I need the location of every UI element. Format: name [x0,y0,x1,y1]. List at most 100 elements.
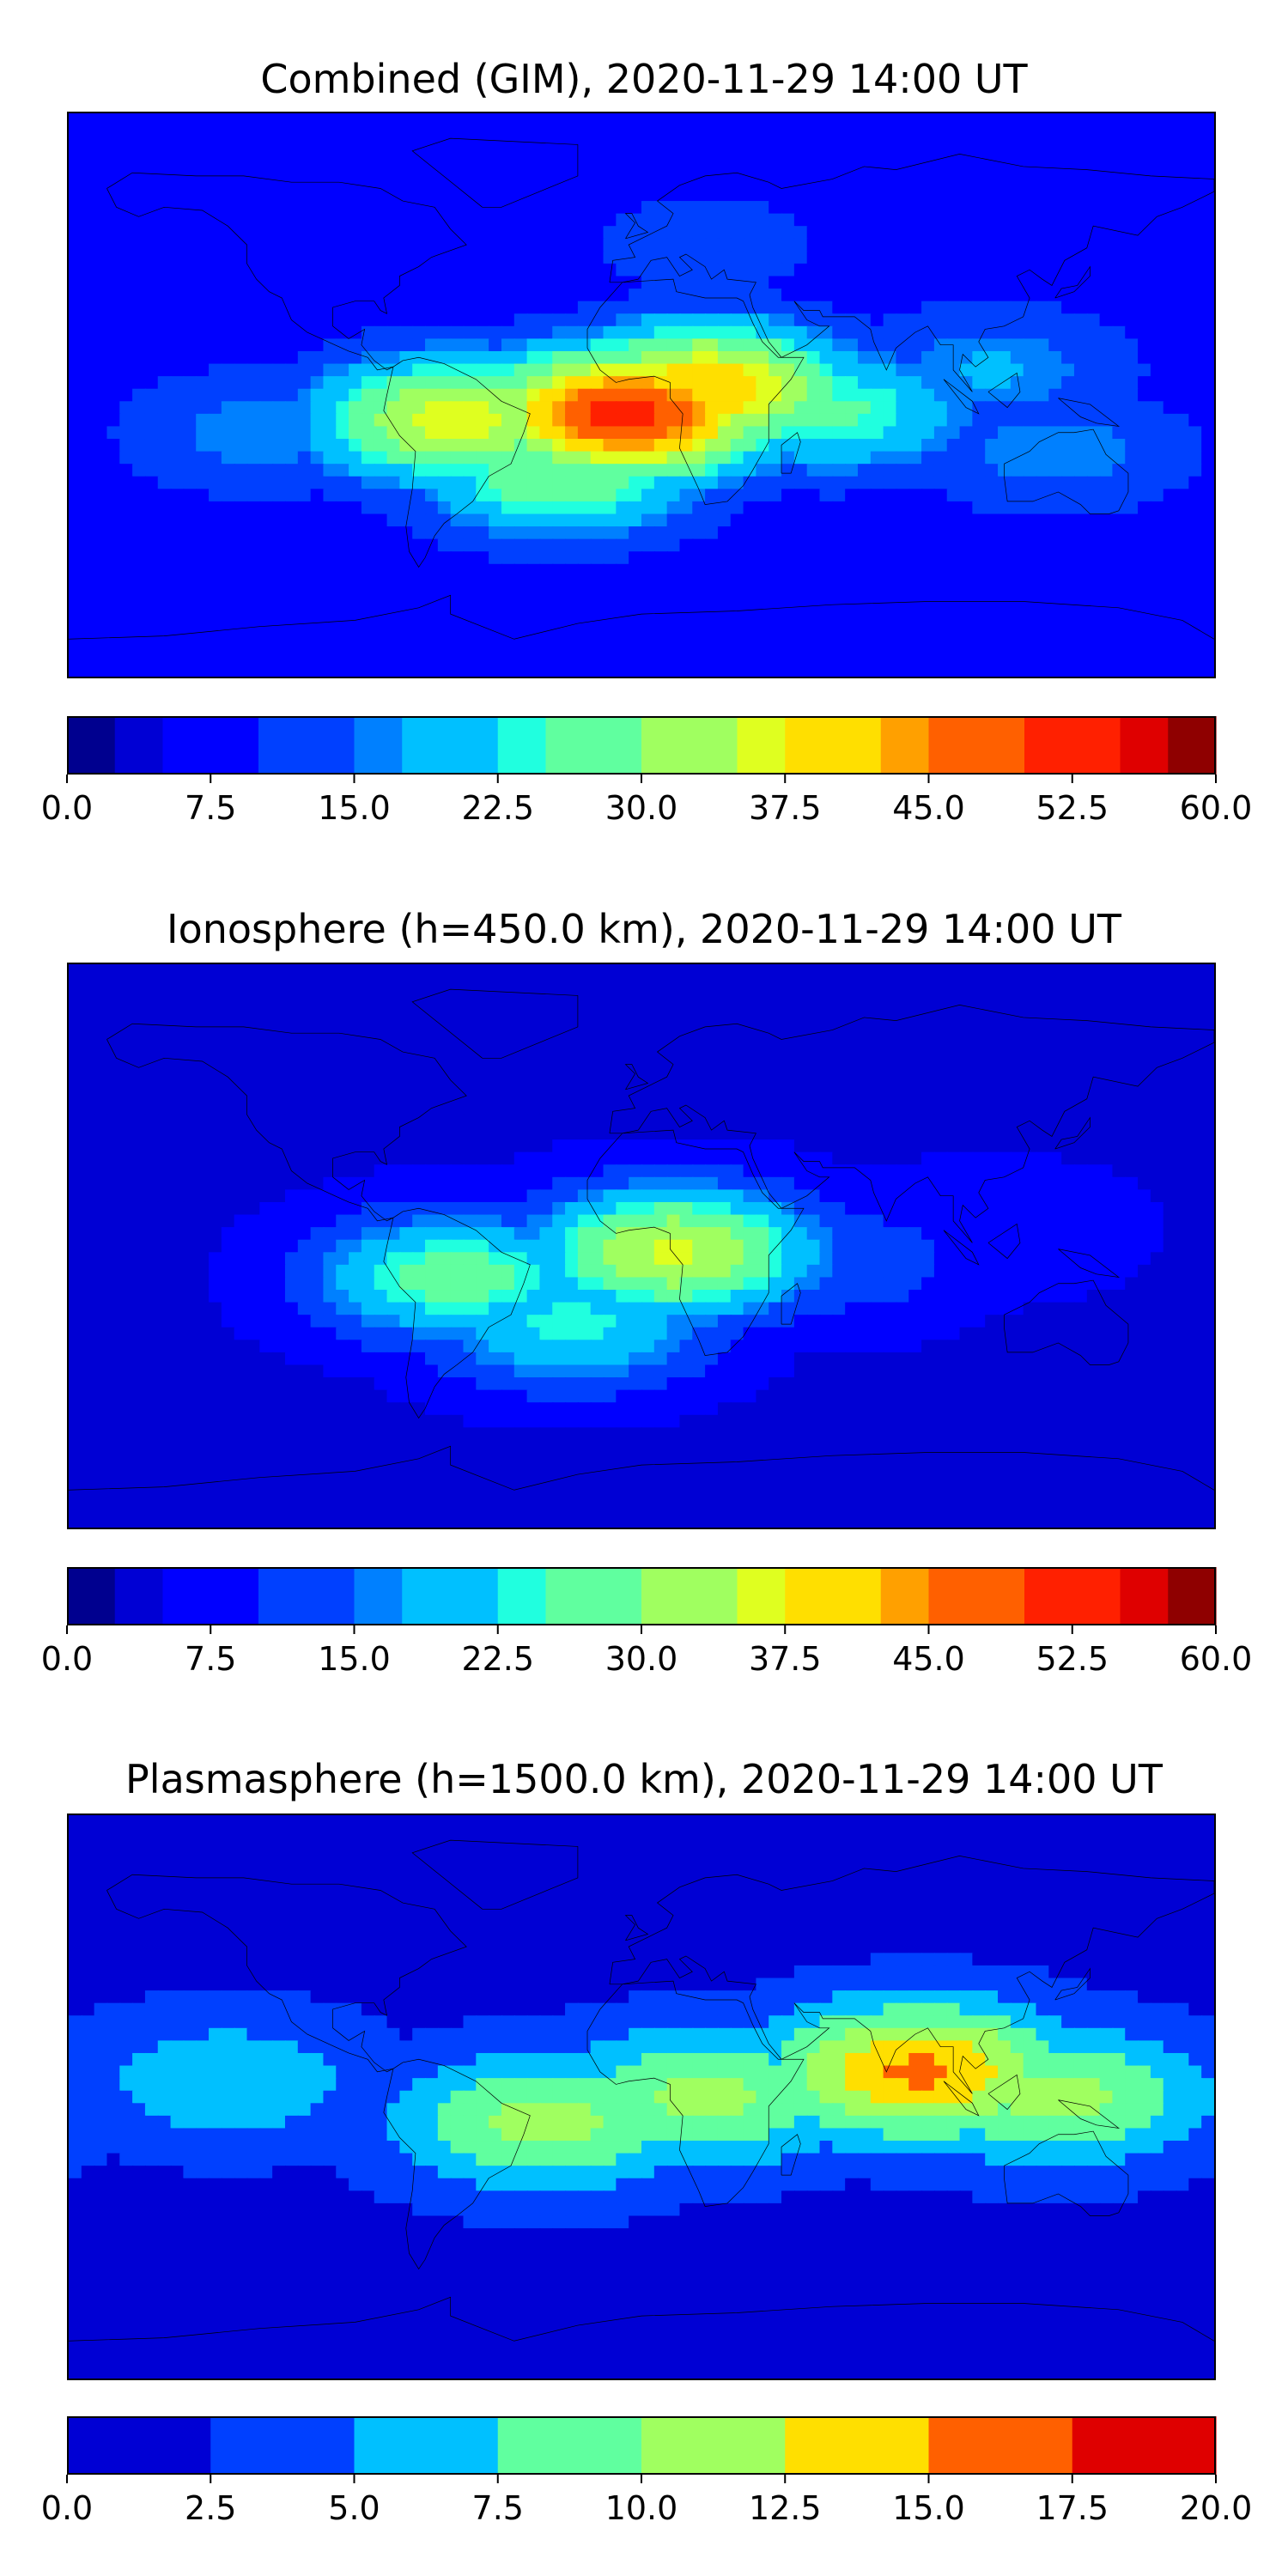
heatmap-cell [743,626,757,641]
heatmap-cell [196,175,210,190]
heatmap-cell [513,201,528,215]
heatmap-cell [374,150,388,165]
heatmap-cell [552,226,567,240]
heatmap-cell [1036,964,1050,978]
heatmap-cell [1023,651,1037,665]
heatmap-cell [374,401,388,415]
heatmap-cell [1125,639,1139,653]
heatmap-cell [641,501,655,515]
heatmap-cell [1023,188,1037,203]
heatmap-cell [476,313,490,327]
heatmap-cell [323,238,337,252]
heatmap-cell [1150,251,1164,265]
heatmap-cell [781,1052,795,1066]
heatmap-cell [641,263,655,277]
heatmap-cell [1086,426,1101,440]
heatmap-cell [1073,476,1088,490]
heatmap-cell [705,651,720,665]
heatmap-cell [1048,363,1063,378]
heatmap-cell [1073,150,1088,165]
heatmap-cell [577,376,592,390]
heatmap-cell [234,276,248,290]
heatmap-cell [1176,1001,1190,1016]
heatmap-cell [793,563,808,578]
heatmap-cell [476,388,490,403]
heatmap-cell [463,526,477,540]
heatmap-cell [1036,464,1050,477]
heatmap-cell [577,163,592,177]
heatmap-cell [1188,1052,1203,1066]
heatmap-cell [590,1014,605,1028]
heatmap-cell [526,601,541,616]
heatmap-cell [819,226,834,240]
heatmap-cell [450,163,465,177]
heatmap-cell [717,163,732,177]
heatmap-cell [959,989,974,1003]
heatmap-cell [297,301,312,315]
heatmap-cell [1023,325,1037,340]
heatmap-cell [832,563,847,578]
heatmap-cell [157,588,172,603]
heatmap-cell [1150,476,1164,490]
heatmap-cell [412,301,427,315]
heatmap-cell [705,989,720,1003]
heatmap-cell [246,639,261,653]
heatmap-cell [896,226,910,240]
heatmap-cell [603,413,617,428]
heatmap-cell [209,588,222,603]
heatmap-cell [425,201,439,215]
heatmap-cell [653,476,668,490]
heatmap-cell [1201,1001,1214,1016]
heatmap-cell [845,113,860,127]
heatmap-cell [819,426,834,440]
heatmap-cell [705,538,720,553]
heatmap-cell [1010,1064,1024,1078]
heatmap-cell [653,251,668,265]
heatmap-cell [896,188,910,203]
heatmap-cell [272,213,287,228]
heatmap-cell [1138,251,1152,265]
heatmap-cell [730,576,744,591]
heatmap-cell [1112,526,1127,540]
heatmap-cell [463,138,477,152]
heatmap-cell [246,1077,261,1091]
heatmap-cell [692,401,707,415]
heatmap-cell [539,188,554,203]
heatmap-cell [1176,401,1190,415]
heatmap-cell [845,626,860,641]
heatmap-cell [284,113,299,127]
heatmap-cell [119,526,134,540]
heatmap-cell [832,301,847,315]
heatmap-cell [743,276,757,290]
heatmap-cell [501,513,515,528]
heatmap-cell [896,350,910,365]
heatmap-cell [1138,201,1152,215]
heatmap-cell [310,238,325,252]
heatmap-cell [577,150,592,165]
heatmap-cell [463,576,477,591]
heatmap-cell [513,188,528,203]
heatmap-cell [1061,626,1076,641]
heatmap-cell [793,989,808,1003]
heatmap-cell [857,376,872,390]
heatmap-cell [1023,338,1037,353]
heatmap-cell [119,576,134,591]
heatmap-cell [590,976,605,991]
heatmap-cell [1125,201,1139,215]
heatmap-cell [412,588,427,603]
heatmap-cell [743,526,757,540]
heatmap-cell [157,538,172,553]
heatmap-cell [323,175,337,190]
heatmap-cell [908,601,923,616]
heatmap-cell [1138,125,1152,140]
heatmap-cell [1073,439,1088,453]
heatmap-cell [386,363,401,378]
heatmap-cell [399,576,414,591]
heatmap-cell [119,388,134,403]
heatmap-cell [183,1077,197,1091]
heatmap-cell [1125,413,1139,428]
heatmap-cell [1023,138,1037,152]
heatmap-cell [501,163,515,177]
heatmap-cell [157,601,172,616]
heatmap-cell [769,313,783,327]
